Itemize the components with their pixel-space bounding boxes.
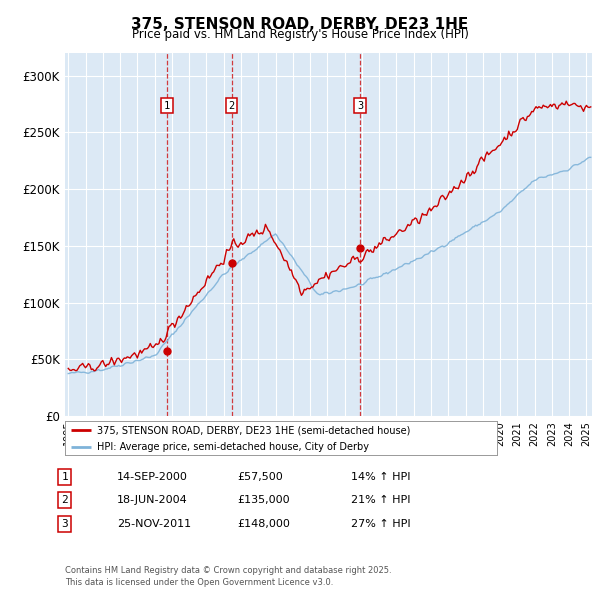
Text: 1: 1 — [61, 472, 68, 481]
Text: 18-JUN-2004: 18-JUN-2004 — [117, 496, 188, 505]
Text: £148,000: £148,000 — [237, 519, 290, 529]
Text: £135,000: £135,000 — [237, 496, 290, 505]
Text: 14-SEP-2000: 14-SEP-2000 — [117, 472, 188, 481]
Text: 2: 2 — [61, 496, 68, 505]
Text: 3: 3 — [357, 101, 363, 111]
Text: £57,500: £57,500 — [237, 472, 283, 481]
Text: 27% ↑ HPI: 27% ↑ HPI — [351, 519, 410, 529]
Text: HPI: Average price, semi-detached house, City of Derby: HPI: Average price, semi-detached house,… — [97, 442, 369, 452]
Text: Contains HM Land Registry data © Crown copyright and database right 2025.
This d: Contains HM Land Registry data © Crown c… — [65, 566, 391, 587]
Text: 375, STENSON ROAD, DERBY, DE23 1HE (semi-detached house): 375, STENSON ROAD, DERBY, DE23 1HE (semi… — [97, 425, 410, 435]
Text: 3: 3 — [61, 519, 68, 529]
Text: Price paid vs. HM Land Registry's House Price Index (HPI): Price paid vs. HM Land Registry's House … — [131, 28, 469, 41]
Text: 375, STENSON ROAD, DERBY, DE23 1HE: 375, STENSON ROAD, DERBY, DE23 1HE — [131, 17, 469, 31]
Text: 2: 2 — [229, 101, 235, 111]
Text: 14% ↑ HPI: 14% ↑ HPI — [351, 472, 410, 481]
Text: 21% ↑ HPI: 21% ↑ HPI — [351, 496, 410, 505]
Text: 1: 1 — [164, 101, 170, 111]
Text: 25-NOV-2011: 25-NOV-2011 — [117, 519, 191, 529]
